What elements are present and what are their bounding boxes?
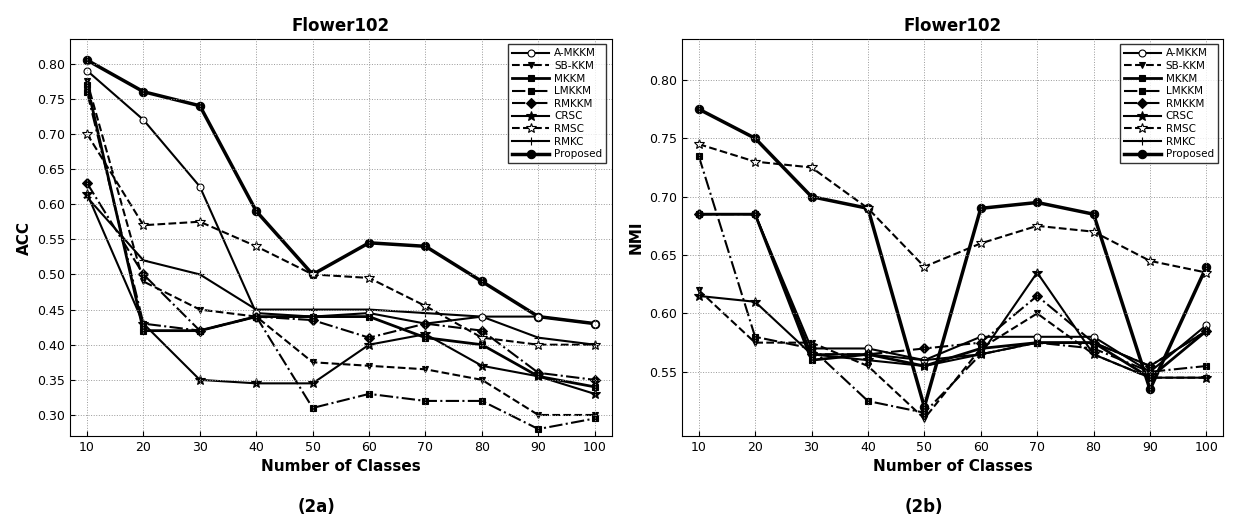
X-axis label: Number of Classes: Number of Classes	[873, 460, 1033, 475]
Text: (2a): (2a)	[298, 498, 335, 516]
Title: Flower102: Flower102	[904, 17, 1002, 35]
Legend: A-MKKM, SB-KKM, MKKM, LMKKM, RMKKM, CRSC, RMSC, RMKC, Proposed: A-MKKM, SB-KKM, MKKM, LMKKM, RMKKM, CRSC…	[1120, 44, 1218, 163]
Y-axis label: NMI: NMI	[629, 221, 644, 254]
X-axis label: Number of Classes: Number of Classes	[260, 460, 420, 475]
Y-axis label: ACC: ACC	[16, 221, 32, 254]
Text: (2b): (2b)	[904, 498, 944, 516]
Legend: A-MKKM, SB-KKM, MKKM, LMKKM, RMKKM, CRSC, RMSC, RMKC, Proposed: A-MKKM, SB-KKM, MKKM, LMKKM, RMKKM, CRSC…	[508, 44, 606, 163]
Title: Flower102: Flower102	[291, 17, 389, 35]
